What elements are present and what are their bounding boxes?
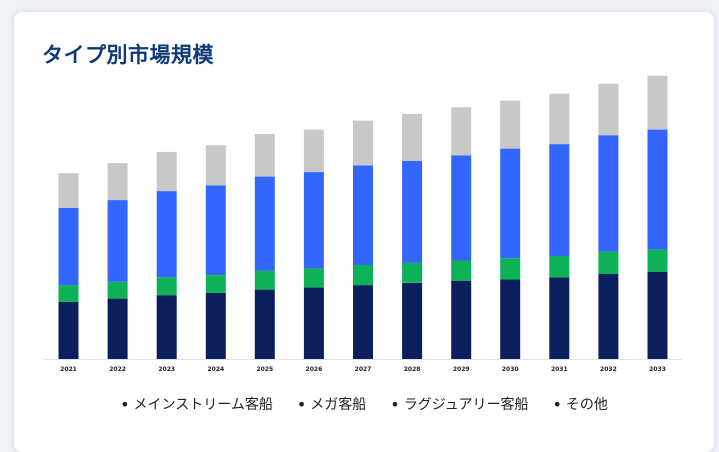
bar-segment-2023-series-2	[156, 191, 177, 278]
bar-segment-2032-series-0	[598, 273, 619, 359]
legend-item: • メガ客船	[297, 394, 366, 414]
x-tick-label: 2025	[256, 366, 273, 373]
bar-segment-2025-series-2	[254, 176, 275, 271]
chart-title: タイプ別市場規模	[42, 43, 214, 67]
bar-segment-2024-series-0	[205, 293, 226, 359]
bar-segment-2021-series-2	[58, 207, 79, 286]
bar-segment-2031-series-0	[549, 277, 570, 359]
bar-segment-2030-series-0	[500, 279, 521, 359]
bar-segment-2027-series-0	[353, 285, 373, 359]
legend-label: メガ客船	[310, 397, 367, 413]
bar-segment-2021-series-0	[58, 301, 79, 359]
bar-segment-2026-series-0	[303, 287, 324, 359]
bar-segment-2031-series-1	[549, 256, 570, 278]
x-tick-label: 2022	[109, 366, 126, 373]
x-tick-label: 2027	[355, 366, 372, 373]
bar-segment-2023-series-3	[156, 151, 177, 192]
legend-bullet-icon: •	[552, 394, 562, 414]
legend-label: ラグジュアリー客船	[403, 397, 529, 413]
bar-segment-2027-series-2	[353, 165, 373, 265]
bar-segment-2031-series-3	[549, 93, 570, 145]
bar-segment-2030-series-3	[500, 100, 521, 149]
x-tick-label: 2029	[453, 366, 470, 373]
bar-segment-2025-series-1	[254, 270, 275, 290]
stacked-bar-chart: 2021 2022 2023 2024 2025 2026 2027 2028 2029 2030…	[44, 75, 682, 373]
x-tick-label: 2026	[306, 366, 323, 373]
x-tick-label: 2032	[600, 366, 617, 373]
bar-segment-2029-series-2	[451, 155, 472, 261]
bar-segment-2027-series-3	[353, 120, 373, 166]
legend-bullet-icon: •	[390, 394, 400, 414]
bar-segment-2022-series-2	[107, 200, 128, 282]
chart-legend: • メインストリーム客船 • メガ客船 • ラグジュアリー客船 • その他	[14, 394, 714, 414]
x-tick-label: 2030	[502, 366, 519, 373]
legend-bullet-icon: •	[296, 394, 307, 414]
bar-segment-2023-series-0	[156, 295, 177, 359]
bar-segment-2028-series-1	[402, 262, 423, 283]
bar-segment-2032-series-1	[598, 251, 619, 274]
bar-segment-2028-series-2	[402, 160, 423, 263]
bar-segment-2024-series-3	[205, 145, 226, 186]
bar-segment-2025-series-3	[254, 134, 275, 177]
bar-segment-2032-series-2	[598, 135, 619, 252]
bar-segment-2026-series-1	[303, 268, 324, 288]
bar-segment-2021-series-1	[58, 285, 79, 302]
x-tick-label: 2028	[404, 366, 421, 373]
legend-bullet-icon: •	[120, 394, 130, 414]
bar-segment-2032-series-3	[598, 83, 619, 136]
bar-segment-2033-series-0	[647, 271, 668, 359]
bar-segment-2022-series-1	[107, 281, 128, 299]
bar-segment-2033-series-2	[647, 129, 668, 250]
bar-segment-2021-series-3	[58, 173, 79, 208]
bar-segment-2026-series-3	[303, 129, 324, 173]
bar-segment-2028-series-0	[402, 282, 423, 359]
bar-segment-2030-series-2	[500, 148, 521, 259]
bar-segment-2029-series-0	[451, 280, 472, 359]
x-tick-label: 2031	[551, 366, 568, 373]
x-tick-label: 2024	[207, 366, 224, 373]
bar-segment-2025-series-0	[254, 289, 275, 359]
bar-segment-2030-series-1	[500, 258, 521, 280]
x-tick-label: 2021	[60, 366, 77, 373]
bar-segment-2022-series-0	[107, 298, 128, 359]
bar-segment-2029-series-1	[451, 260, 472, 281]
bar-segment-2031-series-2	[549, 144, 570, 256]
bar-segment-2028-series-3	[402, 113, 423, 161]
bar-segment-2033-series-3	[647, 75, 668, 130]
legend-label: その他	[565, 397, 608, 413]
bar-segment-2024-series-1	[205, 275, 226, 293]
x-tick-label: 2033	[649, 366, 666, 373]
x-tick-label: 2023	[158, 366, 175, 373]
bar-segment-2033-series-1	[647, 249, 668, 272]
bar-segment-2023-series-1	[156, 277, 177, 296]
bar-segment-2027-series-1	[353, 265, 373, 286]
bar-segment-2024-series-2	[205, 185, 226, 275]
bar-segment-2022-series-3	[107, 163, 128, 200]
chart-card: タイプ別市場規模 2021 2022 2023 2024 2025 2026 2027 202…	[14, 12, 714, 452]
legend-item: • メインストリーム客船	[120, 394, 273, 414]
legend-item: • ラグジュアリー客船	[390, 394, 528, 414]
bar-segment-2026-series-2	[303, 172, 324, 269]
legend-item: • その他	[552, 394, 607, 414]
legend-label: メインストリーム客船	[133, 397, 273, 413]
bar-segment-2029-series-3	[451, 107, 472, 156]
